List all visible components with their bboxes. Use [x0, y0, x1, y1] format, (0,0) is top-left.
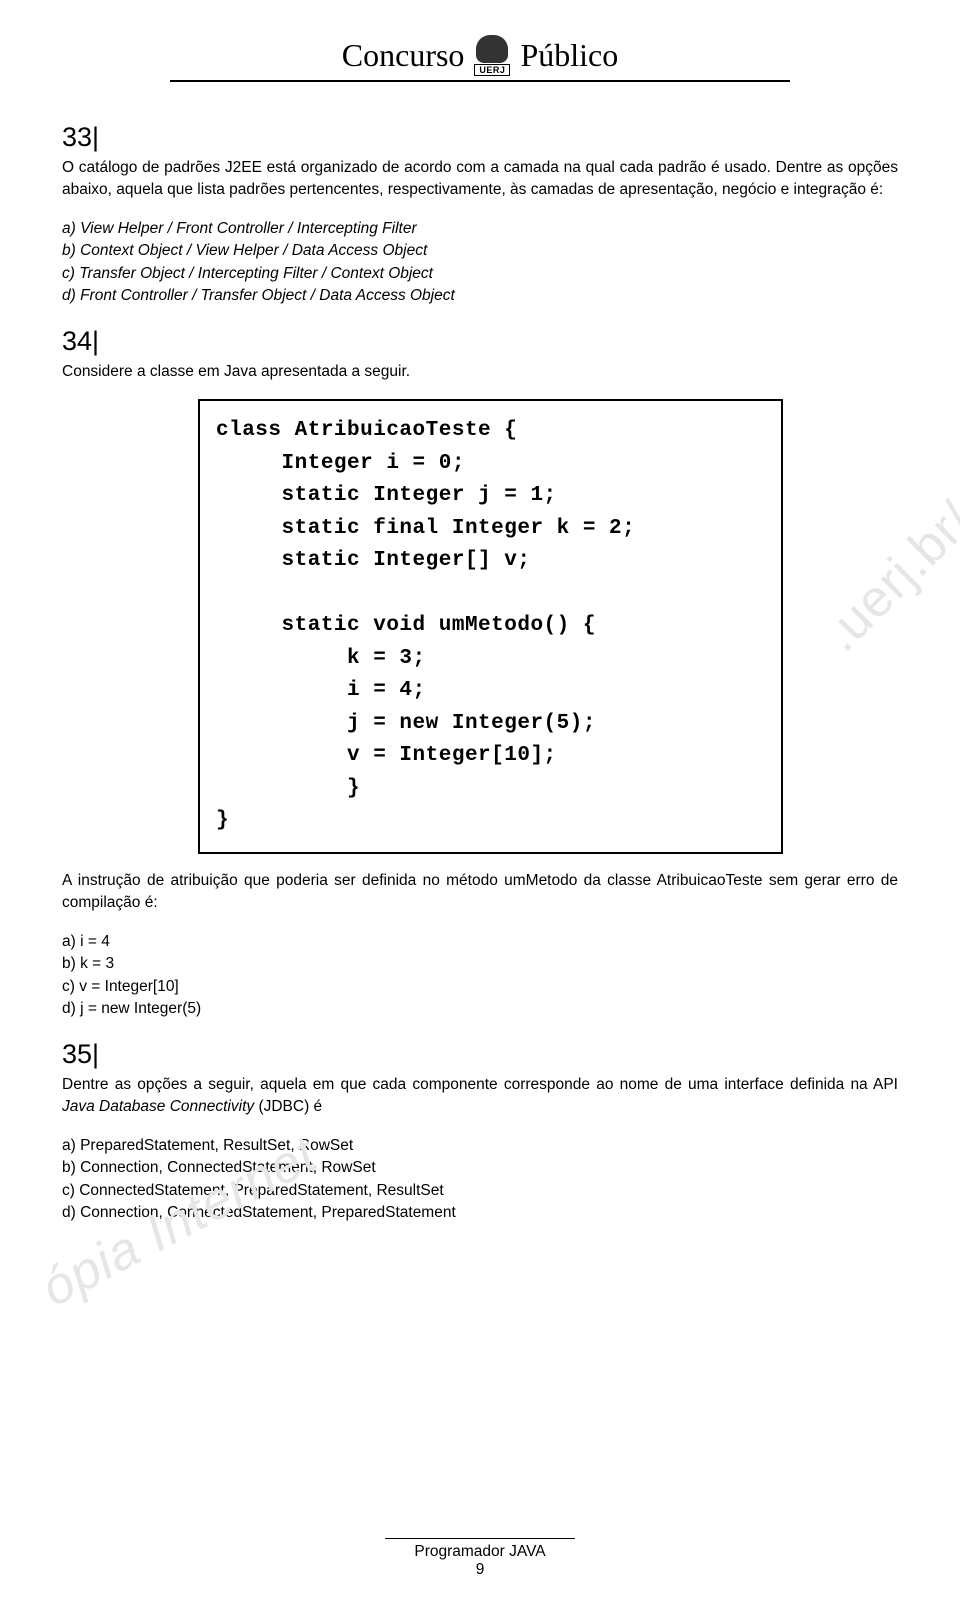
- footer-divider: [385, 1538, 575, 1540]
- page-header: Concurso UERJ Público: [62, 35, 898, 82]
- uerj-logo-icon: UERJ: [474, 35, 510, 76]
- code-line: static void umMetodo() {: [216, 610, 765, 643]
- q35-option-c: c) ConnectedStatement, PreparedStatement…: [62, 1180, 898, 1202]
- code-line: }: [216, 805, 765, 838]
- code-line: static final Integer k = 2;: [216, 513, 765, 546]
- q35-option-b: b) Connection, ConnectedStatement, RowSe…: [62, 1157, 898, 1179]
- q34-option-c: c) v = Integer[10]: [62, 976, 898, 998]
- q35-text-pre: Dentre as opções a seguir, aquela em que…: [62, 1076, 898, 1093]
- question-33-number: 33|: [62, 122, 898, 153]
- q33-option-c: c) Transfer Object / Intercepting Filter…: [62, 263, 898, 285]
- code-block: class AtribuicaoTeste { Integer i = 0; s…: [198, 399, 783, 854]
- question-35-text: Dentre as opções a seguir, aquela em que…: [62, 1074, 898, 1119]
- page-footer: Programador JAVA 9: [0, 1538, 960, 1580]
- q33-option-a: a) View Helper / Front Controller / Inte…: [62, 218, 898, 240]
- question-34-text-2: A instrução de atribuição que poderia se…: [62, 870, 898, 915]
- q35-text-post: (JDBC) é: [254, 1098, 322, 1115]
- question-34-text: Considere a classe em Java apresentada a…: [62, 361, 898, 383]
- q34-option-a: a) i = 4: [62, 931, 898, 953]
- q33-option-b: b) Context Object / View Helper / Data A…: [62, 240, 898, 262]
- code-line: v = Integer[10];: [216, 740, 765, 773]
- q35-option-a: a) PreparedStatement, ResultSet, RowSet: [62, 1135, 898, 1157]
- header-divider: [170, 80, 790, 82]
- q34-option-d: d) j = new Integer(5): [62, 998, 898, 1020]
- code-line: static Integer[] v;: [216, 545, 765, 578]
- q35-option-d: d) Connection, ConnectedStatement, Prepa…: [62, 1202, 898, 1224]
- code-blank-line: [216, 578, 765, 610]
- code-line: static Integer j = 1;: [216, 480, 765, 513]
- code-line: j = new Integer(5);: [216, 708, 765, 741]
- q33-option-d: d) Front Controller / Transfer Object / …: [62, 285, 898, 307]
- code-line: k = 3;: [216, 643, 765, 676]
- code-line: i = 4;: [216, 675, 765, 708]
- header-right: Público: [520, 37, 618, 74]
- q34-option-b: b) k = 3: [62, 953, 898, 975]
- footer-page-number: 9: [0, 1561, 960, 1579]
- q35-text-italic: Java Database Connectivity: [62, 1098, 254, 1115]
- question-35-number: 35|: [62, 1039, 898, 1070]
- code-line: Integer i = 0;: [216, 448, 765, 481]
- question-34-number: 34|: [62, 326, 898, 357]
- header-left: Concurso: [342, 37, 465, 74]
- code-line: }: [216, 773, 765, 806]
- footer-title: Programador JAVA: [0, 1543, 960, 1561]
- code-line: class AtribuicaoTeste {: [216, 415, 765, 448]
- question-33-text: O catálogo de padrões J2EE está organiza…: [62, 157, 898, 202]
- watermark-url: .uerj.br/: [811, 490, 960, 663]
